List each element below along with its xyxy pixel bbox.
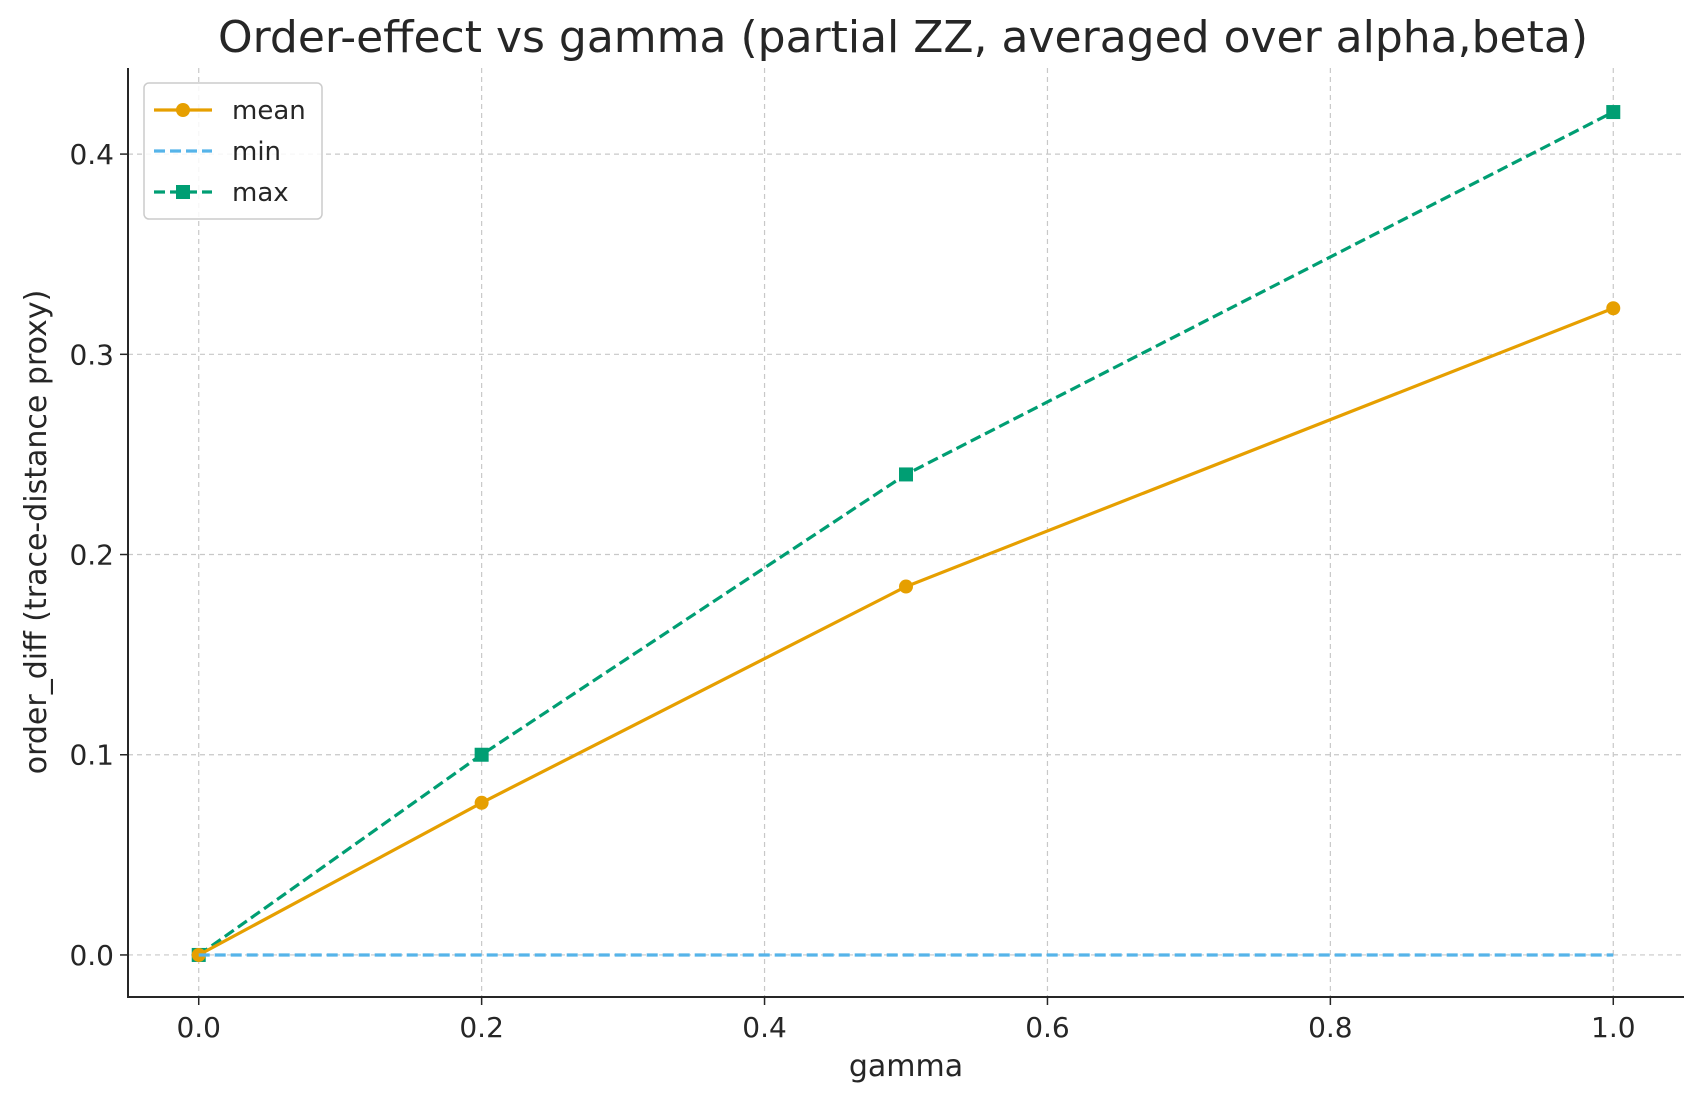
data-point-max — [474, 747, 489, 762]
x-axis-label: gamma — [849, 1049, 963, 1084]
axes — [127, 68, 1684, 998]
y-tick-label: 0.1 — [69, 739, 114, 772]
y-axis-label: order_diff (trace-distance proxy) — [19, 290, 54, 775]
x-tick-label: 0.4 — [742, 1011, 787, 1044]
legend-marker-max — [176, 185, 190, 199]
y-tick-label: 0.0 — [69, 939, 114, 972]
data-point-max — [1606, 105, 1621, 120]
series-line-mean — [197, 306, 1614, 957]
y-tick-label: 0.4 — [69, 138, 114, 171]
y-ticks: 0.0 0.1 0.2 0.3 0.4 — [69, 138, 128, 972]
x-tick-label: 0.0 — [176, 1011, 221, 1044]
series-mean — [191, 301, 1621, 962]
legend-item-max: max — [154, 178, 289, 208]
x-tick-label: 1.0 — [1591, 1011, 1636, 1044]
x-tick-label: 0.2 — [459, 1011, 504, 1044]
data-point-mean — [1606, 301, 1621, 316]
y-tick-label: 0.3 — [69, 338, 114, 371]
chart-title: Order-effect vs gamma (partial ZZ, avera… — [218, 12, 1588, 63]
legend-label-max: max — [232, 178, 289, 208]
series-max — [191, 105, 1621, 962]
series-layer — [191, 105, 1621, 962]
legend-label-mean: mean — [232, 96, 306, 126]
data-point-mean — [474, 795, 489, 810]
legend: mean min max — [143, 82, 323, 220]
legend-item-mean: mean — [154, 96, 306, 126]
x-tick-label: 0.6 — [1025, 1011, 1070, 1044]
series-line-max — [197, 110, 1615, 957]
y-tick-label: 0.2 — [69, 539, 114, 572]
x-ticks: 0.0 0.2 0.4 0.6 0.8 1.0 — [176, 997, 1636, 1044]
legend-marker-mean — [176, 103, 190, 117]
legend-label-min: min — [232, 137, 281, 167]
data-point-max — [899, 467, 913, 482]
grid — [128, 68, 1684, 997]
legend-item-min: min — [154, 137, 281, 167]
x-tick-label: 0.8 — [1308, 1011, 1353, 1044]
data-point-mean — [899, 579, 913, 594]
